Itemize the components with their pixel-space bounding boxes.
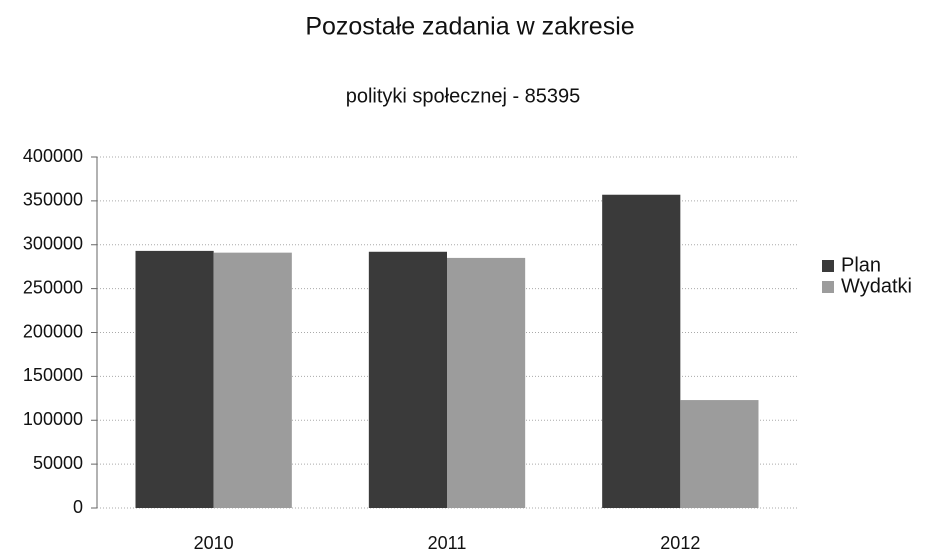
y-tick-label: 150000 [23, 365, 83, 385]
chart-title: Pozostałe zadania w zakresie [305, 13, 634, 41]
bar [447, 257, 526, 508]
y-tick-label: 0 [73, 497, 83, 517]
y-tick-label: 200000 [23, 321, 83, 341]
x-tick-label: 2011 [428, 533, 467, 553]
bar [680, 400, 759, 508]
y-tick-label: 50000 [33, 453, 83, 473]
bar [602, 194, 681, 509]
chart-subtitle: polityki społecznej - 85395 [346, 85, 581, 107]
y-tick-label: 300000 [23, 234, 83, 254]
x-tick-label: 2010 [194, 533, 234, 553]
legend-swatch [822, 281, 834, 293]
bar [213, 252, 292, 508]
y-tick-label: 350000 [23, 190, 83, 210]
y-tick-label: 400000 [23, 146, 83, 166]
y-tick-label: 250000 [23, 277, 83, 297]
legend-label: Plan [841, 254, 881, 276]
legend-label: Wydatki [841, 275, 912, 297]
y-tick-label: 100000 [23, 409, 83, 429]
bar [135, 250, 214, 508]
bar [368, 251, 447, 508]
legend-swatch [822, 260, 834, 272]
x-tick-label: 2012 [660, 533, 700, 553]
